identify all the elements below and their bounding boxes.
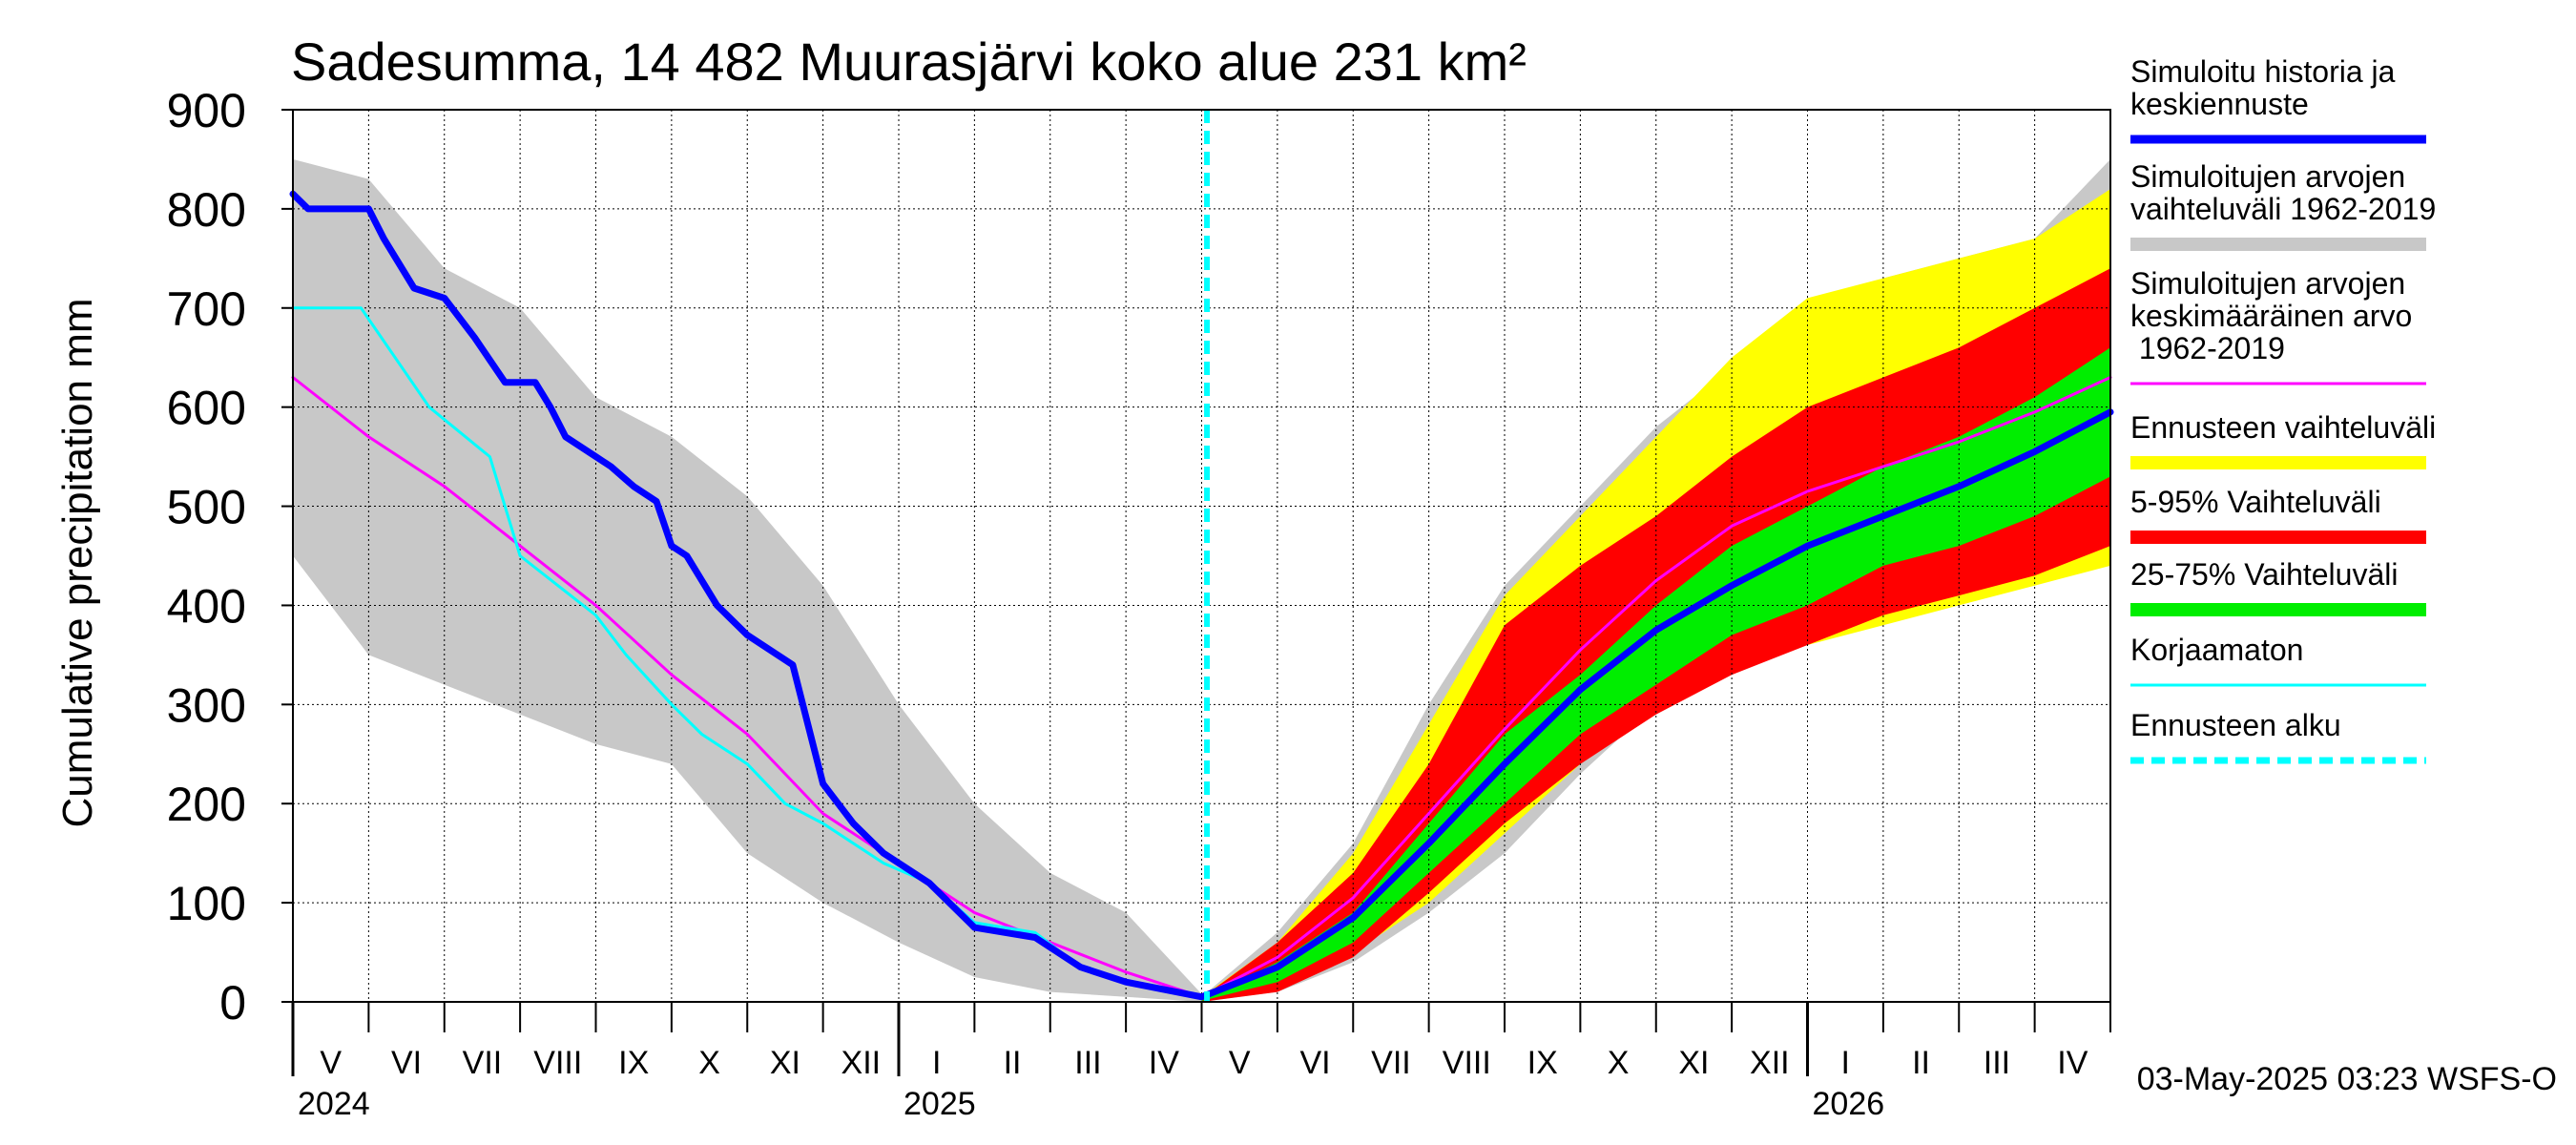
legend-label-line-2-0: Simuloitujen arvojen	[2130, 266, 2405, 301]
legend-label-4: 5-95% Vaihteluväli	[2130, 485, 2381, 519]
month-label-13: VI	[1300, 1045, 1331, 1081]
y-tick-label-600: 600	[167, 382, 246, 435]
legend-label-6: Korjaamaton	[2130, 633, 2303, 667]
legend-label-7: Ennusteen alku	[2130, 708, 2341, 742]
legend-item-2: Simuloitujen arvojen keskimääräinen arvo …	[2130, 266, 2426, 385]
legend: Simuloitu historia ja keskiennusteSimuloi…	[2130, 54, 2436, 764]
legend-label-3: Ennusteen vaihteluväli	[2130, 410, 2436, 445]
legend-label-line-1-0: Simuloitujen arvojen	[2130, 159, 2405, 194]
legend-label-line-0-0: Simuloitu historia ja	[2130, 54, 2396, 89]
month-label-6: XI	[770, 1045, 800, 1081]
legend-label-0: Simuloitu historia ja keskiennuste	[2130, 54, 2396, 121]
legend-label-line-1-1: vaihteluväli 1962-2019	[2130, 192, 2436, 226]
timestamp-label: 03-May-2025 03:23 WSFS-O	[2137, 1061, 2557, 1097]
legend-label-line-5-0: 25-75% Vaihteluväli	[2130, 557, 2398, 592]
band-hist-range	[293, 158, 1202, 1002]
y-tick-label-900: 900	[167, 84, 246, 137]
month-label-17: X	[1608, 1045, 1630, 1081]
month-label-2: VII	[463, 1045, 503, 1081]
legend-item-1: Simuloitujen arvojen vaihteluväli 1962-20…	[2130, 159, 2436, 251]
month-label-10: III	[1074, 1045, 1101, 1081]
y-axis-label: Cumulative precipitation mm	[54, 298, 101, 827]
month-label-7: XII	[841, 1045, 882, 1081]
legend-label-line-0-1: keskiennuste	[2130, 87, 2309, 121]
legend-item-0: Simuloitu historia ja keskiennuste	[2130, 54, 2426, 144]
y-tick-label-300: 300	[167, 678, 246, 732]
month-label-1: VI	[391, 1045, 422, 1081]
month-label-14: VII	[1371, 1045, 1411, 1081]
y-tick-label-200: 200	[167, 778, 246, 831]
legend-item-4: 5-95% Vaihteluväli	[2130, 485, 2426, 544]
legend-item-5: 25-75% Vaihteluväli	[2130, 557, 2426, 616]
legend-label-line-6-0: Korjaamaton	[2130, 633, 2303, 667]
line-korjaamaton	[291, 306, 1203, 999]
line-simuloitu-historia-ja-keskiennuste	[289, 190, 2114, 1001]
y-tick-label-0: 0	[219, 976, 246, 1030]
legend-label-line-3-0: Ennusteen vaihteluväli	[2130, 410, 2436, 445]
year-label-2026: 2026	[1813, 1086, 1885, 1122]
legend-item-7: Ennusteen alku	[2130, 708, 2426, 764]
month-label-21: II	[1912, 1045, 1930, 1081]
month-label-3: VIII	[533, 1045, 582, 1081]
month-label-20: I	[1840, 1045, 1849, 1081]
month-label-16: IX	[1527, 1045, 1558, 1081]
month-label-22: III	[1984, 1045, 2010, 1081]
month-label-4: IX	[618, 1045, 649, 1081]
chart-title: Sadesumma, 14 482 Muurasjärvi koko alue …	[291, 31, 1527, 92]
legend-label-line-2-2: 1962-2019	[2130, 331, 2285, 365]
month-label-8: I	[932, 1045, 941, 1081]
legend-label-line-4-0: 5-95% Vaihteluväli	[2130, 485, 2381, 519]
month-label-9: II	[1004, 1045, 1022, 1081]
month-label-5: X	[698, 1045, 720, 1081]
legend-label-1: Simuloitujen arvojen vaihteluväli 1962-20…	[2130, 159, 2436, 226]
y-tick-label-400: 400	[167, 579, 246, 633]
legend-label-2: Simuloitujen arvojen keskimääräinen arvo …	[2130, 266, 2412, 365]
month-label-19: XII	[1750, 1045, 1790, 1081]
legend-item-3: Ennusteen vaihteluväli	[2130, 410, 2436, 469]
y-tick-label-100: 100	[167, 877, 246, 930]
legend-label-line-7-0: Ennusteen alku	[2130, 708, 2341, 742]
month-label-15: VIII	[1443, 1045, 1491, 1081]
y-tick-label-700: 700	[167, 282, 246, 336]
y-tick-label-500: 500	[167, 481, 246, 534]
month-label-0: V	[320, 1045, 342, 1081]
legend-label-line-2-1: keskimääräinen arvo	[2130, 299, 2412, 333]
year-label-2024: 2024	[298, 1086, 370, 1122]
legend-label-5: 25-75% Vaihteluväli	[2130, 557, 2398, 592]
month-label-23: IV	[2057, 1045, 2088, 1081]
month-label-12: V	[1229, 1045, 1251, 1081]
month-label-11: IV	[1149, 1045, 1179, 1081]
year-label-2025: 2025	[904, 1086, 976, 1122]
legend-item-6: Korjaamaton	[2130, 633, 2426, 687]
month-label-18: XI	[1678, 1045, 1709, 1081]
y-tick-label-800: 800	[167, 183, 246, 237]
